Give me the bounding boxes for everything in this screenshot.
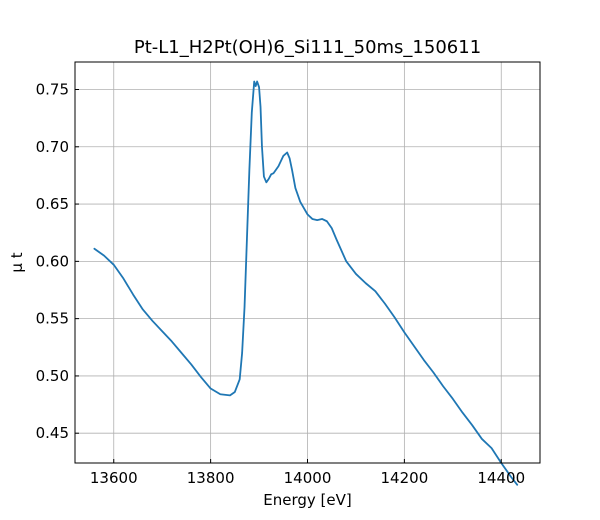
x-tick-label: 14000 [284,469,332,487]
x-tick-label: 14200 [381,469,429,487]
y-tick-label: 0.50 [36,367,69,385]
y-tick-label: 0.55 [36,310,69,328]
y-axis-label: μ t [8,252,26,272]
series-line [93,80,519,486]
y-tick-label: 0.45 [36,424,69,442]
x-tick-label: 14400 [477,469,525,487]
y-tick-label: 0.70 [36,138,69,156]
plot-area [93,80,519,486]
x-axis-label: Energy [eV] [263,491,351,509]
y-tick-label: 0.60 [36,252,69,270]
y-tick-label: 0.75 [36,80,69,98]
x-tick-label: 13800 [187,469,235,487]
grid [75,62,540,463]
ticks: 13600 13800 14000 14200 14400 0.45 0.50 0.55 0.6… [36,80,526,487]
y-tick-label: 0.65 [36,195,69,213]
chart-title: Pt-L1_H2Pt(OH)6_Si111_50ms_150611 [134,37,481,58]
x-tick-label: 13600 [90,469,138,487]
